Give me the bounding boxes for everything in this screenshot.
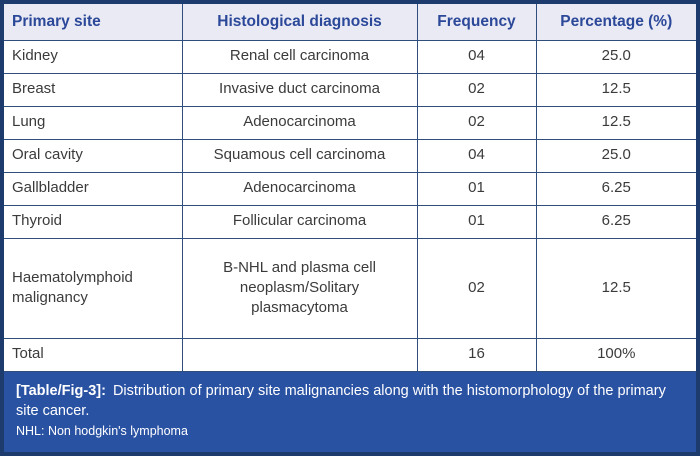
table-row: Haematolymphoid malignancy B-NHL and plas… (4, 237, 696, 339)
cell-site: Haematolymphoid malignancy (4, 237, 183, 339)
table-row: Kidney Renal cell carcinoma 04 25.0 (4, 39, 696, 74)
caption-line: [Table/Fig-3]: Distribution of primary si… (16, 381, 684, 421)
cell-frequency: 02 (416, 237, 537, 339)
cell-percentage: 25.0 (535, 138, 696, 173)
table-row: Oral cavity Squamous cell carcinoma 04 25.0 (4, 138, 696, 173)
cell-percentage: 100% (535, 337, 696, 372)
cell-frequency: 01 (416, 171, 537, 206)
table-body: Kidney Renal cell carcinoma 04 25.0 Breast In… (4, 39, 696, 372)
cell-percentage: 12.5 (535, 237, 696, 339)
cell-frequency: 04 (416, 39, 537, 74)
cell-site: Breast (4, 72, 183, 107)
figure-caption: [Table/Fig-3]: Distribution of primary si… (4, 371, 696, 452)
cell-frequency: 01 (416, 204, 537, 239)
cell-percentage: 6.25 (535, 171, 696, 206)
cell-site: Thyroid (4, 204, 183, 239)
cell-frequency: 16 (416, 337, 537, 372)
cell-frequency: 02 (416, 105, 537, 140)
cell-diagnosis (181, 337, 418, 372)
cell-diagnosis: Adenocarcinoma (181, 105, 418, 140)
table-row: Thyroid Follicular carcinoma 01 6.25 (4, 204, 696, 239)
caption-footnote: NHL: Non hodgkin's lymphoma (16, 423, 188, 438)
cell-percentage: 12.5 (535, 105, 696, 140)
cell-site: Total (4, 337, 183, 372)
caption-text: Distribution of primary site malignancie… (16, 382, 666, 419)
header-percentage: Percentage (%) (535, 4, 696, 41)
header-histological-diagnosis: Histological diagnosis (181, 4, 418, 41)
cell-site: Gallbladder (4, 171, 183, 206)
table-header: Primary site Histological diagnosis Freq… (4, 4, 696, 41)
cell-diagnosis: Follicular carcinoma (181, 204, 418, 239)
caption-label: [Table/Fig-3]: (16, 382, 106, 399)
cell-percentage: 25.0 (535, 39, 696, 74)
table-row: Breast Invasive duct carcinoma 02 12.5 (4, 72, 696, 107)
header-row: Primary site Histological diagnosis Freq… (4, 4, 696, 41)
cell-site: Lung (4, 105, 183, 140)
cell-frequency: 02 (416, 72, 537, 107)
table-row: Total 16 100% (4, 337, 696, 372)
cell-site: Oral cavity (4, 138, 183, 173)
header-primary-site: Primary site (4, 4, 183, 41)
cell-site: Kidney (4, 39, 183, 74)
cell-percentage: 12.5 (535, 72, 696, 107)
cell-diagnosis: Adenocarcinoma (181, 171, 418, 206)
cell-frequency: 04 (416, 138, 537, 173)
cell-percentage: 6.25 (535, 204, 696, 239)
header-frequency: Frequency (416, 4, 537, 41)
cell-diagnosis: B-NHL and plasma cell neoplasm/Solitary … (181, 237, 418, 339)
table-row: Lung Adenocarcinoma 02 12.5 (4, 105, 696, 140)
malignancy-table: Primary site Histological diagnosis Freq… (4, 4, 696, 372)
cell-diagnosis: Squamous cell carcinoma (181, 138, 418, 173)
cell-diagnosis: Invasive duct carcinoma (181, 72, 418, 107)
table-row: Gallbladder Adenocarcinoma 01 6.25 (4, 171, 696, 206)
cell-diagnosis: Renal cell carcinoma (181, 39, 418, 74)
